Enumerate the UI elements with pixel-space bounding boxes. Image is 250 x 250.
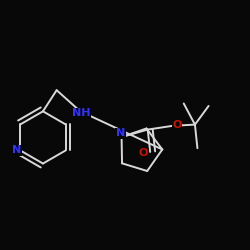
Text: NH: NH: [72, 108, 91, 118]
Text: N: N: [12, 146, 21, 156]
Text: O: O: [138, 148, 148, 158]
Text: O: O: [172, 120, 182, 130]
Text: N: N: [116, 128, 125, 138]
